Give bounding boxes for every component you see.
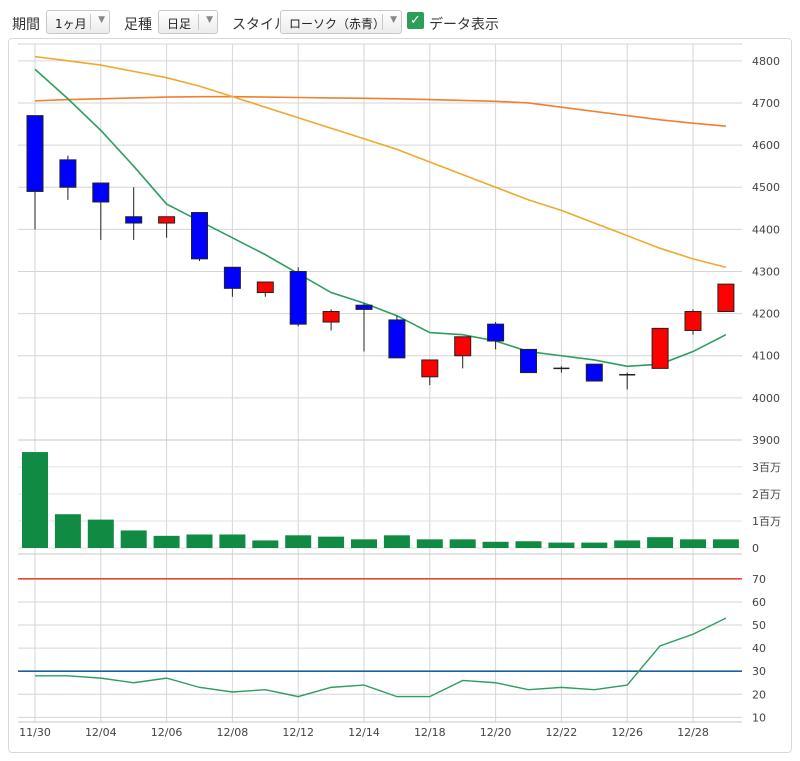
rsi-tick-label: 40 xyxy=(752,642,766,655)
interval-select[interactable]: 日足 ▼ xyxy=(158,10,218,34)
volume-tick-label: 3百万 xyxy=(752,461,781,474)
chart-frame xyxy=(8,38,792,753)
select-divider xyxy=(382,14,383,30)
style-select-value: ローソク（赤青） xyxy=(289,17,386,31)
price-tick-label: 4400 xyxy=(752,223,780,236)
select-divider xyxy=(198,14,199,30)
period-select-value: 1ヶ月 xyxy=(55,17,87,31)
x-tick-label: 12/06 xyxy=(151,726,183,739)
period-label: 期間 xyxy=(12,17,40,33)
volume-tick-label: 0 xyxy=(752,542,759,555)
volume-bar xyxy=(614,540,641,548)
volume-bar xyxy=(647,537,674,548)
candle-body xyxy=(256,281,274,294)
volume-bar xyxy=(252,540,279,548)
rsi-tick-label: 70 xyxy=(752,573,766,586)
volume-bar xyxy=(318,536,345,548)
rsi-tick-label: 20 xyxy=(752,688,766,701)
price-tick-label: 4000 xyxy=(752,392,780,405)
volume-bar xyxy=(680,539,706,548)
volume-bar xyxy=(219,534,246,548)
rsi-tick-label: 30 xyxy=(752,665,766,678)
volume-bar xyxy=(515,541,542,548)
x-tick-label: 12/26 xyxy=(611,726,643,739)
volume-bar xyxy=(285,535,312,548)
candle-body xyxy=(487,323,505,342)
volume-bar xyxy=(22,452,48,548)
candle-body xyxy=(289,270,307,325)
x-tick-label: 12/12 xyxy=(282,726,314,739)
candle-body xyxy=(520,348,537,374)
candle-body xyxy=(454,336,472,357)
period-select[interactable]: 1ヶ月 ▼ xyxy=(46,10,110,34)
candle-body xyxy=(92,182,110,203)
chevron-down-icon: ▼ xyxy=(390,15,397,25)
style-select[interactable]: ローソク（赤青） ▼ xyxy=(280,10,402,34)
volume-bar xyxy=(548,542,575,548)
candle-body xyxy=(717,283,735,313)
moving-average-long-line xyxy=(34,95,726,127)
price-tick-label: 4200 xyxy=(752,308,780,321)
candle-body xyxy=(421,359,439,378)
rsi-tick-label: 60 xyxy=(752,596,766,609)
x-tick-label: 12/14 xyxy=(348,726,380,739)
volume-bar xyxy=(87,519,114,548)
price-tick-label: 3900 xyxy=(752,434,780,447)
interval-label: 足種 xyxy=(124,17,152,33)
x-tick-label: 12/28 xyxy=(677,726,709,739)
x-tick-label: 12/18 xyxy=(414,726,446,739)
volume-bar xyxy=(482,541,509,548)
volume-bar xyxy=(186,534,213,548)
x-tick-label: 12/08 xyxy=(217,726,249,739)
price-tick-label: 4700 xyxy=(752,97,780,110)
volume-tick-label: 2百万 xyxy=(752,488,781,501)
rsi-tick-label: 10 xyxy=(752,711,766,724)
volume-bar xyxy=(712,539,739,548)
x-tick-label: 12/22 xyxy=(546,726,578,739)
toolbar: 期間 1ヶ月 ▼ 足種 日足 ▼ スタイル ローソク（赤青） ▼ ✓ データ表示 xyxy=(0,0,800,44)
select-divider xyxy=(90,14,91,30)
interval-select-value: 日足 xyxy=(167,17,192,31)
x-tick-label: 12/20 xyxy=(480,726,512,739)
candle-body xyxy=(59,159,77,188)
price-tick-label: 4600 xyxy=(752,139,780,152)
candle-body xyxy=(158,216,176,224)
volume-bar xyxy=(54,514,81,548)
candle-body xyxy=(651,327,669,369)
volume-bar xyxy=(153,535,180,548)
rsi-line xyxy=(35,617,727,698)
candle-body xyxy=(26,115,44,192)
price-tick-label: 4800 xyxy=(752,55,780,68)
candle-body xyxy=(585,363,603,382)
price-tick-label: 4300 xyxy=(752,265,780,278)
volume-bar xyxy=(449,539,476,548)
volume-bar xyxy=(416,539,443,548)
style-label: スタイル xyxy=(232,17,288,33)
volume-bar xyxy=(351,539,377,548)
candle-body xyxy=(322,311,340,323)
price-tick-label: 4500 xyxy=(752,181,780,194)
checkmark-icon[interactable]: ✓ xyxy=(407,12,424,29)
volume-bar xyxy=(120,530,147,548)
chevron-down-icon: ▼ xyxy=(98,15,105,25)
data-display-label[interactable]: データ表示 xyxy=(429,17,499,33)
x-tick-label: 12/04 xyxy=(85,726,117,739)
volume-bar xyxy=(383,535,410,548)
rsi-tick-label: 50 xyxy=(752,619,766,632)
x-tick-label: 11/30 xyxy=(19,726,51,739)
price-tick-label: 4100 xyxy=(752,350,780,363)
candle-body xyxy=(388,319,406,359)
moving-average-short-line xyxy=(34,68,727,368)
candle-body xyxy=(125,216,143,224)
candle-body xyxy=(223,266,241,289)
moving-average-mid-line xyxy=(34,55,727,269)
chevron-down-icon: ▼ xyxy=(206,15,213,25)
candle-body xyxy=(684,311,702,331)
candle-body xyxy=(355,304,373,310)
candle-body xyxy=(191,212,208,260)
volume-bar xyxy=(581,542,608,548)
volume-tick-label: 1百万 xyxy=(752,515,781,528)
